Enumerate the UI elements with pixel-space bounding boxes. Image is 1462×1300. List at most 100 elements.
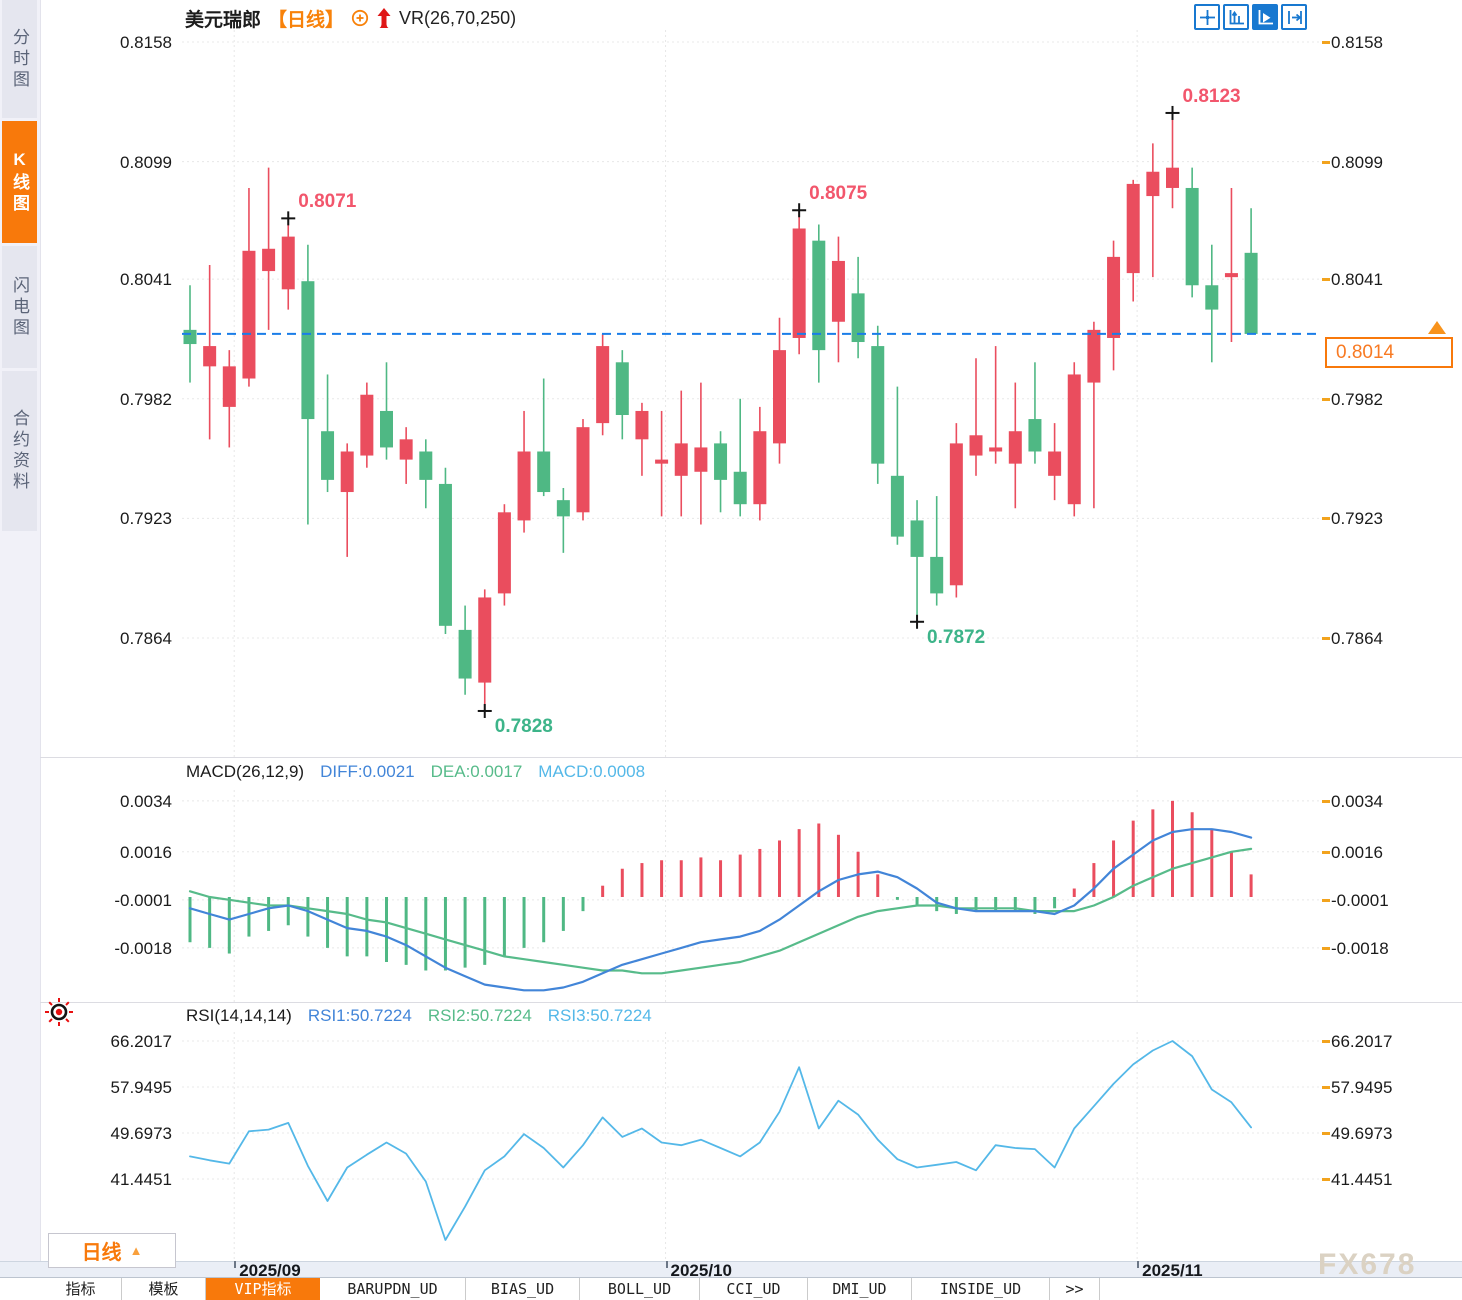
rsi-axis-label: 49.6973 [110,1123,172,1143]
candlestick-plot[interactable] [182,30,1322,757]
axis-scale-icon [1229,9,1244,24]
period-selector-value: 日线 [81,1242,122,1264]
watermark: FX678 [1318,1248,1417,1281]
price-axis-label: 0.7864 [1331,628,1383,648]
macd-diff-value: DIFF:0.0021 [320,762,415,781]
axis-scale-button[interactable] [1223,4,1249,30]
right-axis-tick [1322,1131,1330,1135]
panel-divider [40,1002,1462,1003]
rsi1-value: RSI1:50.7224 [307,1006,412,1025]
period-selector[interactable]: 日线 ▲ [48,1233,176,1268]
macd-dea-value: DEA:0.0017 [430,762,523,781]
price-axis-label: 0.7923 [1331,509,1383,529]
bottom-tab-2[interactable]: 模板 [122,1278,206,1300]
rsi-plot[interactable] [182,1032,1322,1261]
right-axis-tick [1322,160,1330,164]
panel-divider [40,757,1462,758]
right-axis-tick [1322,397,1330,401]
trend-up-arrow-icon [376,7,392,29]
bottom-tab-9[interactable]: INSIDE_UD [912,1278,1050,1300]
macd-hist-value: MACD:0.0008 [538,762,646,781]
add-indicator-icon[interactable] [351,9,369,27]
bottom-tab-3[interactable]: VIP指标 [206,1278,320,1300]
crosshair-button[interactable] [1194,4,1220,30]
macd-header: MACD(26,12,9) DIFF:0.0021 DEA:0.0017 MAC… [186,762,645,782]
price-axis-label: 0.8041 [120,270,172,290]
right-axis-tick [1322,1040,1330,1043]
sidebar-item-3[interactable]: 闪电图 [2,246,37,368]
price-axis-label: 0.7923 [120,509,172,529]
time-axis-label: 2025/11 [1142,1261,1203,1280]
right-axis-tick [1322,41,1330,44]
right-axis-tick [1322,517,1330,521]
rsi-axis-label: 66.2017 [1331,1032,1393,1051]
time-axis-tick [234,1261,237,1268]
chart-toolbar [1194,4,1307,30]
price-axis-label: 0.7982 [1331,389,1383,409]
rsi-axis-label: 41.4451 [110,1169,172,1189]
right-axis-tick [1322,946,1330,950]
right-axis-tick [1322,1085,1330,1089]
right-axis-tick [1322,278,1330,282]
macd-title: MACD(26,12,9) [186,762,305,781]
bottom-tab-bar: 指标 模板 VIP指标 BARUPDN_UD BIAS_UD BOLL_UD CCI_UD D… [0,1277,1462,1300]
macd-axis-label: -0.0018 [1331,938,1389,958]
period-tag: 【日线】 [268,9,345,31]
crosshair-icon [1199,9,1215,25]
rsi3-value: RSI3:50.7224 [547,1006,652,1025]
jump-latest-icon [1287,10,1302,24]
time-axis-tick [665,1261,668,1268]
rsi-title: RSI(14,14,14) [186,1006,292,1025]
rsi-axis-label: 66.2017 [110,1032,172,1051]
bottom-tab-1[interactable]: 指标 [40,1278,122,1300]
jump-latest-button[interactable] [1281,4,1307,30]
time-axis-label: 2025/09 [239,1261,301,1280]
right-axis-tick [1322,850,1330,854]
macd-axis-label: 0.0016 [1331,842,1383,862]
caret-up-icon: ▲ [129,1243,143,1258]
bottom-tab-4[interactable]: BARUPDN_UD [320,1278,466,1300]
rsi-axis-label: 57.9495 [110,1077,172,1097]
right-axis-tick [1322,636,1330,640]
rsi2-value: RSI2:50.7224 [427,1006,532,1025]
price-axis-label: 0.7864 [120,628,172,648]
time-axis-label: 2025/10 [670,1261,732,1280]
symbol-title: 美元瑞郎 [185,9,262,31]
time-axis-tick [1137,1261,1140,1268]
sidebar-item-4[interactable]: 合约资料 [2,371,37,531]
macd-axis-label: -0.0001 [1331,890,1389,910]
macd-axis-label: -0.0018 [114,938,172,958]
price-up-triangle-icon [1428,321,1446,334]
auto-scale-button[interactable] [1252,4,1278,30]
time-axis [0,1261,1462,1277]
macd-axis-label: 0.0016 [120,842,172,862]
bottom-tab-7[interactable]: CCI_UD [700,1278,808,1300]
chart-header: 美元瑞郎 【日线】 VR(26,70,250) [185,5,516,31]
rsi-axis-label: 41.4451 [1331,1169,1393,1189]
vr-indicator-label: VR(26,70,250) [399,7,517,28]
rsi-header: RSI(14,14,14) RSI1:50.7224 RSI2:50.7224 … [186,1006,652,1026]
right-axis-tick [1322,799,1330,803]
bottom-tab-8[interactable]: DMI_UD [808,1278,912,1300]
sidebar-item-2[interactable]: K线图 [2,121,37,243]
macd-axis-label: 0.0034 [1331,791,1383,811]
right-axis-tick [1322,1177,1330,1181]
alert-sun-icon[interactable] [44,996,74,1028]
sidebar-item-1[interactable]: 分时图 [2,0,37,118]
rsi-axis-label: 57.9495 [1331,1077,1393,1097]
price-axis-label: 0.8041 [1331,270,1383,290]
price-axis-label: 0.8158 [120,33,172,52]
bottom-tab-10[interactable]: >> [1050,1278,1100,1300]
auto-scale-icon [1258,9,1273,24]
price-axis-label: 0.8099 [120,152,172,172]
bottom-tab-5[interactable]: BIAS_UD [466,1278,580,1300]
sidebar: 分时图 K线图 闪电图 合约资料 [0,0,41,1261]
current-price-label: 0.8014 [1325,337,1453,368]
macd-plot[interactable] [182,790,1322,1002]
current-price-value: 0.8014 [1336,341,1395,363]
rsi-axis-label: 49.6973 [1331,1123,1393,1143]
price-axis-label: 0.7982 [120,389,172,409]
macd-axis-label: -0.0001 [114,890,172,910]
bottom-tab-6[interactable]: BOLL_UD [580,1278,700,1300]
